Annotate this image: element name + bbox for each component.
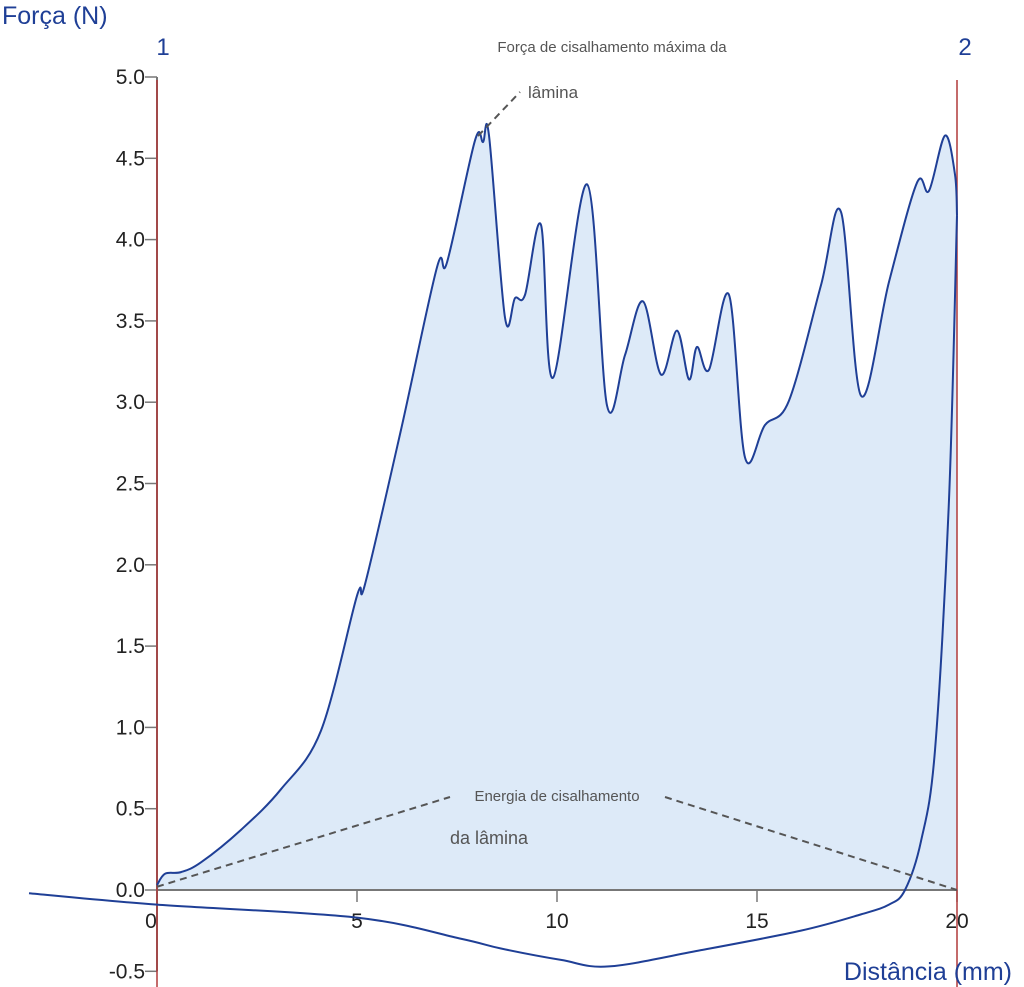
y-tick-label: 1.0 xyxy=(116,716,145,739)
y-tick-label: 2.5 xyxy=(116,473,145,496)
marker-label: 1 xyxy=(156,34,169,61)
marker-label: 2 xyxy=(958,34,971,61)
peak-pointer xyxy=(477,91,521,137)
x-tick-label: 5 xyxy=(351,910,363,933)
y-tick-label: 1.5 xyxy=(116,635,145,658)
y-tick-label: 2.0 xyxy=(116,554,145,577)
y-tick-label: 3.5 xyxy=(116,310,145,333)
y-tick-label: -0.5 xyxy=(109,960,145,983)
y-tick-label: 5.0 xyxy=(116,66,145,89)
y-tick-label: 4.5 xyxy=(116,147,145,170)
peak-annotation-line1: Força de cisalhamento máxima da xyxy=(497,39,727,56)
y-tick-label: 4.0 xyxy=(116,229,145,252)
x-tick-label: 15 xyxy=(745,910,768,933)
y-tick-label: 3.0 xyxy=(116,391,145,414)
energy-annotation-line2: da lâmina xyxy=(450,828,529,848)
y-axis-title: Força (N) xyxy=(2,2,108,30)
energy-pointer-right xyxy=(664,796,958,891)
energy-area xyxy=(157,123,957,890)
peak-annotation-line2: lâmina xyxy=(528,83,579,102)
x-tick-label: 0 xyxy=(145,910,157,933)
energy-annotation-line1: Energia de cisalhamento xyxy=(474,788,639,805)
unloading-curve xyxy=(28,215,958,968)
x-axis-title: Distância (mm) xyxy=(844,958,1012,986)
loading-curve xyxy=(156,123,958,886)
y-tick-label: 0.5 xyxy=(116,798,145,821)
y-tick-label: 0.0 xyxy=(116,879,145,902)
energy-pointer-left xyxy=(156,796,451,888)
x-tick-label: 10 xyxy=(545,910,568,933)
